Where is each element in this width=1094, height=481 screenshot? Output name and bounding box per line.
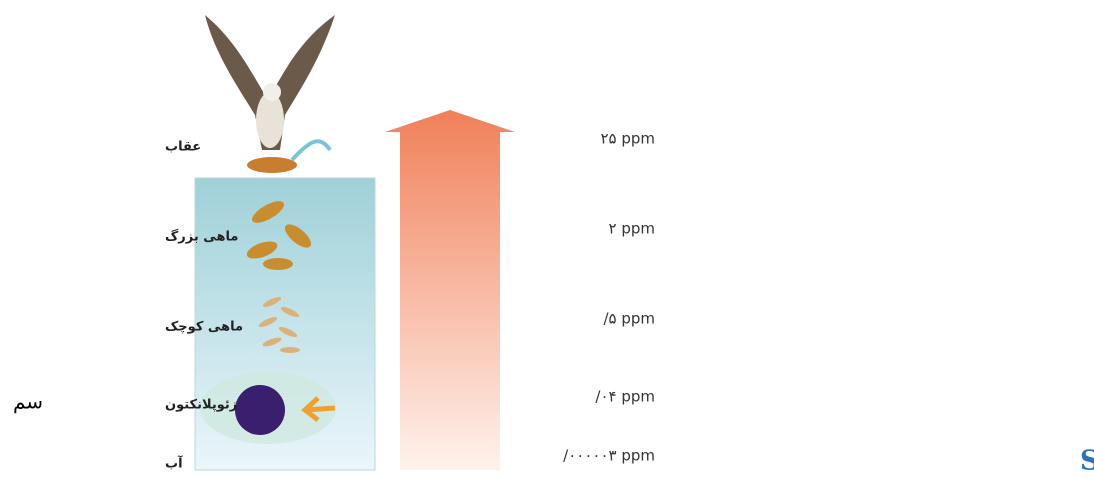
level-label: ماهی کوچک [165,320,243,335]
eagle-illustration [205,15,335,173]
level-label: ماهی بزرگ [165,228,238,245]
diagram: سم سموم گروه ارگانو کلره ( S عقاب ۲۵ ppm م… [0,0,1094,481]
level-label: عقاب [165,140,201,155]
concentration: /۰۴ ppm [595,388,655,406]
level-label: آب [165,455,183,472]
concentration: ۲۵ ppm [600,130,655,148]
title: سموم گروه ارگانو کلره ( S [1080,445,1094,478]
concentration: ۲ ppm [609,220,655,238]
concentration: /۵ ppm [603,310,655,328]
concentration: /۰۰۰۰۰۳ ppm [563,447,655,465]
magnification-arrow [385,110,515,470]
level-label: زئوپلانکتون [165,398,237,413]
side-note: سم [13,390,43,414]
